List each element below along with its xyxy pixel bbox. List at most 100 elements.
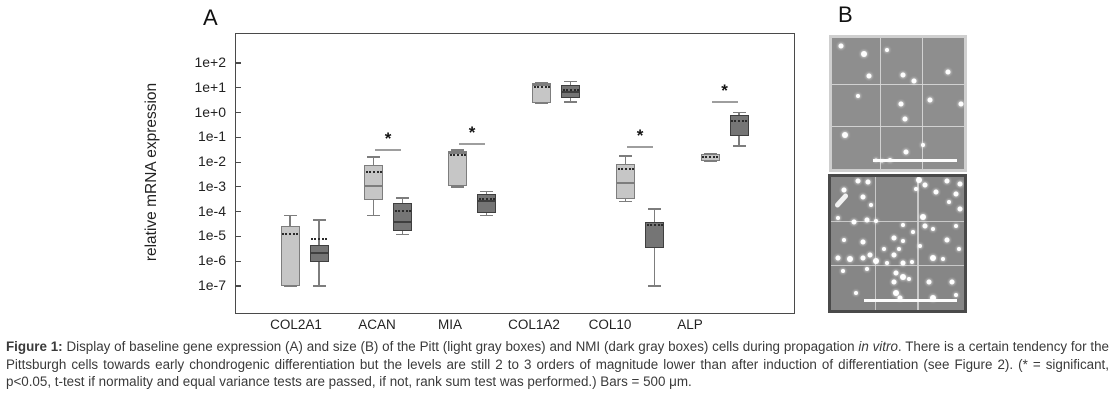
y-tick-mark bbox=[236, 186, 241, 188]
cell-dot bbox=[922, 182, 928, 188]
cell-dot bbox=[874, 218, 879, 223]
y-tick-label: 1e-4 bbox=[197, 202, 226, 219]
cell-dot bbox=[898, 101, 904, 106]
cell-dot bbox=[885, 47, 890, 52]
cell-dot bbox=[922, 223, 928, 229]
cell-dot bbox=[957, 181, 963, 187]
whisker-cap bbox=[732, 111, 746, 114]
cell-dot bbox=[891, 235, 896, 241]
box-COL10-pitt bbox=[616, 163, 635, 199]
y-tick-mark bbox=[236, 235, 241, 238]
y-tick-mark bbox=[236, 285, 241, 287]
cell-dot bbox=[949, 279, 955, 285]
box-MIA-nmi bbox=[477, 194, 496, 213]
whisker-cap bbox=[283, 285, 297, 287]
cell-dot bbox=[930, 255, 937, 262]
cell-dot bbox=[900, 238, 905, 243]
whisker-cap bbox=[564, 101, 577, 104]
cell-dot bbox=[866, 73, 872, 79]
whisker-cap bbox=[703, 160, 717, 162]
cell-dot bbox=[867, 252, 873, 258]
mean-line bbox=[449, 154, 466, 157]
cell-dot bbox=[860, 255, 866, 261]
scale-bar bbox=[872, 159, 958, 162]
y-tick-label: 1e+1 bbox=[194, 78, 226, 95]
median-line bbox=[478, 200, 495, 203]
cell-dot bbox=[897, 295, 903, 301]
y-tick-label: 1e-1 bbox=[197, 128, 226, 145]
box-COL1A2-pitt bbox=[532, 83, 551, 104]
cell-dot bbox=[921, 143, 926, 148]
cell-dot bbox=[911, 78, 917, 84]
box-COL10-nmi bbox=[645, 221, 664, 249]
whisker-cap bbox=[703, 152, 717, 155]
y-tick-label: 1e-6 bbox=[197, 252, 226, 269]
cell-dot bbox=[940, 257, 945, 262]
median-line bbox=[562, 90, 579, 93]
cell-dot bbox=[911, 229, 916, 234]
cell-dot bbox=[947, 200, 952, 205]
caption-segment: . There is a certain tendency for the Pi… bbox=[6, 339, 1109, 390]
pitt-cells-micrograph bbox=[829, 35, 967, 172]
significance-line bbox=[627, 145, 653, 148]
whisker-cap bbox=[367, 156, 380, 158]
expression-boxplot-chart: * * * * bbox=[235, 33, 795, 314]
caption-segment: Figure 1: bbox=[6, 339, 63, 354]
panel-a-label: A bbox=[203, 5, 218, 30]
cell-dot bbox=[860, 194, 866, 200]
cell-dot bbox=[954, 293, 959, 298]
whisker-cap bbox=[648, 285, 661, 287]
cell-dot bbox=[944, 178, 950, 184]
x-axis-label: COL1A2 bbox=[508, 317, 560, 332]
mean-line bbox=[533, 86, 550, 89]
grid-line-vertical bbox=[921, 38, 924, 169]
x-axis-label: MIA bbox=[437, 317, 462, 332]
cell-dot bbox=[907, 277, 912, 282]
cell-dot bbox=[865, 179, 871, 185]
y-tick-mark bbox=[236, 62, 241, 64]
cell-dot bbox=[846, 256, 853, 263]
cell-dot bbox=[900, 260, 906, 266]
cell-dot bbox=[856, 93, 861, 98]
cell-dot bbox=[899, 273, 906, 280]
whisker-cap bbox=[480, 214, 493, 217]
panel-b-label: B bbox=[838, 2, 853, 27]
cell-dot bbox=[854, 290, 859, 295]
grid-line-horizontal bbox=[832, 125, 964, 128]
whisker-cap bbox=[283, 214, 297, 217]
x-axis-label: COL10 bbox=[588, 317, 632, 332]
cell-dot bbox=[944, 237, 950, 242]
grid-line-horizontal bbox=[831, 220, 964, 223]
nmi-cells-micrograph bbox=[828, 174, 967, 313]
mean-line bbox=[394, 209, 411, 212]
significance-star: * bbox=[721, 80, 728, 100]
cell-dot bbox=[930, 295, 937, 302]
cell-dot bbox=[919, 213, 926, 220]
cell-dot bbox=[860, 50, 867, 57]
box-COL2A1-pitt bbox=[280, 225, 300, 286]
cell-dot bbox=[918, 244, 923, 249]
cell-dot bbox=[954, 224, 959, 229]
mean-line bbox=[365, 170, 382, 173]
cell-dot bbox=[933, 189, 939, 195]
grid-line-vertical bbox=[917, 177, 919, 310]
cell-dot bbox=[931, 226, 936, 231]
cell-dot bbox=[851, 219, 857, 225]
cell-dot bbox=[891, 279, 896, 285]
median-line bbox=[617, 182, 634, 185]
cell-dot bbox=[873, 257, 880, 264]
cell-dot bbox=[893, 289, 900, 296]
grid-line-vertical bbox=[879, 38, 881, 169]
cell-dot bbox=[953, 191, 959, 197]
x-axis-label: COL2A1 bbox=[270, 317, 322, 332]
cell-dot bbox=[841, 187, 847, 193]
cell-dot bbox=[902, 116, 908, 122]
cell-dot bbox=[868, 202, 873, 207]
y-tick-mark bbox=[236, 260, 241, 262]
box-MIA-pitt bbox=[448, 150, 467, 187]
caption-segment: in vitro bbox=[858, 339, 898, 354]
whisker-cap bbox=[480, 190, 493, 193]
figure-caption: Figure 1: Display of baseline gene expre… bbox=[0, 338, 1115, 391]
median-line bbox=[310, 251, 328, 254]
whisker-cap bbox=[367, 214, 380, 217]
